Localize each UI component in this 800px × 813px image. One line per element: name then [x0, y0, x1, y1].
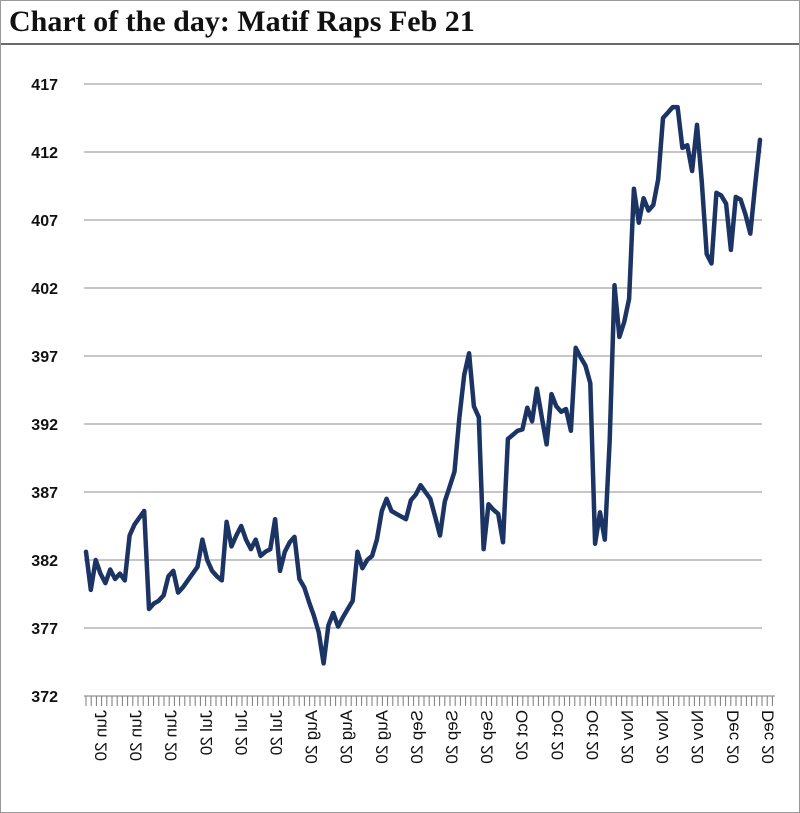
- x-tick-label: Jun 20: [127, 710, 146, 761]
- x-tick-label: Oct 20: [548, 710, 567, 760]
- series-group: [83, 104, 763, 666]
- y-tick-label: 382: [31, 553, 58, 570]
- x-axis-minor-ticks: [85, 696, 773, 706]
- x-tick-label: Jun 20: [162, 710, 181, 761]
- x-tick-label: Dec 20: [758, 710, 777, 764]
- chart-title: Chart of the day: Matif Raps Feb 21: [9, 5, 475, 38]
- x-tick-label: Sep 20: [442, 710, 461, 764]
- y-tick-label: 417: [31, 77, 58, 94]
- y-tick-label: 407: [31, 213, 58, 230]
- x-tick-label: Dec 20: [723, 710, 742, 764]
- y-tick-label: 372: [31, 689, 58, 706]
- x-tick-label: Jul 20: [267, 710, 286, 755]
- x-axis-tick-labels: Jun 20 Jun 20 Jun 20 Jul 20 Jul 20 Jul 20 Aug …: [91, 710, 777, 764]
- y-tick-label: 397: [31, 349, 58, 366]
- y-axis-ticks: 372 377 382 387 392 397 402 407 412 417: [31, 77, 58, 706]
- x-tick-label: Oct 20: [583, 710, 602, 760]
- x-tick-label: Aug 20: [372, 710, 391, 764]
- y-tick-label: 412: [31, 145, 58, 162]
- y-tick-label: 387: [31, 485, 58, 502]
- x-tick-label: Nov 20: [618, 710, 637, 764]
- series-line: [83, 104, 763, 666]
- y-tick-label: 402: [31, 281, 58, 298]
- x-tick-label: Sep 20: [478, 710, 497, 764]
- x-tick-label: Sep 20: [407, 710, 426, 764]
- x-tick-label: Aug 20: [337, 710, 356, 764]
- title-divider: [1, 43, 799, 45]
- x-tick-label: Nov 20: [688, 710, 707, 764]
- x-tick-label: Jul 20: [197, 710, 216, 755]
- x-tick-label: Jun 20: [91, 710, 110, 761]
- x-tick-label: Aug 20: [302, 710, 321, 764]
- x-tick-label: Oct 20: [513, 710, 532, 760]
- y-tick-label: 377: [31, 621, 58, 638]
- x-tick-label: Nov 20: [653, 710, 672, 764]
- y-tick-label: 392: [31, 417, 58, 434]
- x-tick-label: Jul 20: [232, 710, 251, 755]
